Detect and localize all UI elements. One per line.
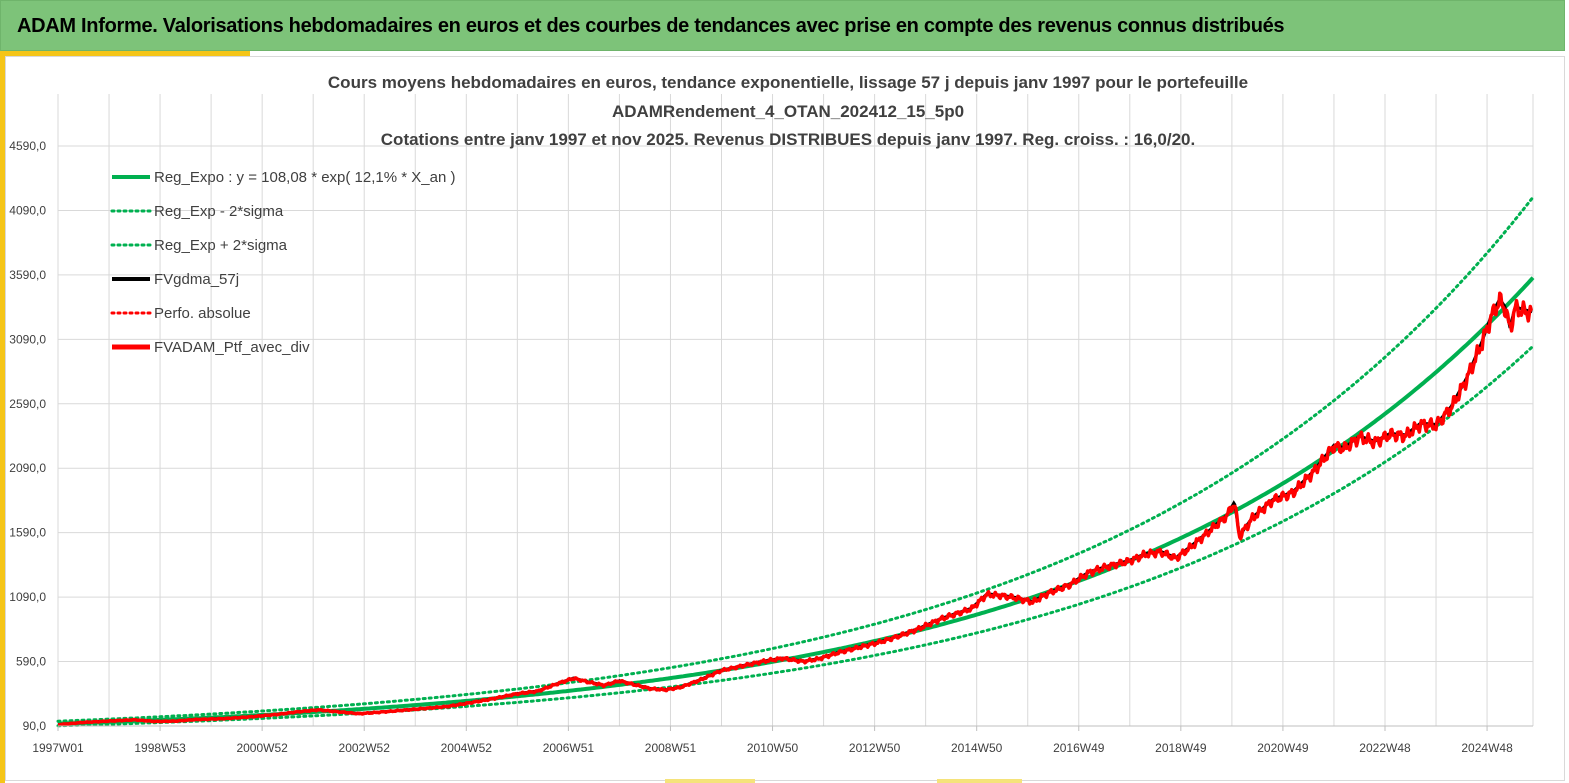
x-tick-label: 1998W53 [134, 741, 186, 755]
chart-title-line-1: Cours moyens hebdomadaires en euros, ten… [328, 73, 1248, 92]
chart-title: Cours moyens hebdomadaires en euros, ten… [328, 73, 1248, 149]
accent-bar-top [5, 51, 250, 56]
x-tick-label: 2002W52 [339, 741, 391, 755]
x-tick-label: 2008W51 [645, 741, 697, 755]
chart-title-line-3: Cotations entre janv 1997 et nov 2025. R… [381, 130, 1195, 149]
x-tick-label: 2010W50 [747, 741, 799, 755]
y-tick-label: 4590,0 [9, 139, 46, 153]
y-tick-label: 2590,0 [9, 397, 46, 411]
reg-minus-2sigma-line [56, 344, 1535, 728]
y-tick-label: 1590,0 [9, 526, 46, 540]
y-tick-label: 3090,0 [9, 332, 46, 346]
axes: 90,0 590,0 1090,0 1590,0 2090,0 2590,0 3090,0 3… [9, 139, 1533, 755]
reg-plus-2sigma-line [56, 195, 1535, 723]
series-layer [56, 195, 1535, 728]
header-banner: ADAM Informe. Valorisations hebdomadaire… [0, 0, 1565, 51]
x-tick-label: 2022W48 [1359, 741, 1411, 755]
legend-label: FVgdma_57j [154, 271, 239, 288]
y-tick-label: 4090,0 [9, 203, 46, 217]
legend-label: Reg_Expo : y = 108,08 * exp( 12,1% * X_a… [154, 169, 455, 186]
y-tick-label: 3590,0 [9, 268, 46, 282]
chart-frame [5, 56, 1565, 781]
page-title: ADAM Informe. Valorisations hebdomadaire… [17, 15, 1285, 37]
y-tick-label: 2090,0 [9, 461, 46, 475]
x-tick-label: 2014W50 [951, 741, 1003, 755]
x-tick-label: 2000W52 [236, 741, 288, 755]
portfolio-line [57, 291, 1534, 727]
y-tick-label: 90,0 [23, 719, 47, 733]
x-tick-label: 2020W49 [1257, 741, 1309, 755]
x-tick-label: 1997W01 [32, 741, 84, 755]
x-tick-label: 2004W52 [441, 741, 493, 755]
bottom-strip [665, 779, 755, 783]
legend-label: Reg_Exp + 2*sigma [154, 237, 288, 254]
x-tick-label: 2024W48 [1461, 741, 1513, 755]
grid-lines [57, 94, 1534, 727]
bottom-strip [937, 779, 1022, 783]
x-tick-label: 2006W51 [543, 741, 595, 755]
x-tick-label: 2012W50 [849, 741, 901, 755]
legend-label: Reg_Exp - 2*sigma [154, 203, 284, 220]
y-tick-label: 590,0 [16, 655, 46, 669]
y-tick-label: 1090,0 [9, 590, 46, 604]
legend: Reg_Expo : y = 108,08 * exp( 12,1% * X_a… [110, 169, 455, 356]
x-tick-label: 2018W49 [1155, 741, 1207, 755]
legend-label: FVADAM_Ptf_avec_div [154, 339, 310, 356]
accent-bar-left [0, 51, 5, 783]
legend-label: Perfo. absolue [154, 305, 251, 322]
x-tick-label: 2016W49 [1053, 741, 1105, 755]
chart-title-line-2: ADAMRendement_4_OTAN_202412_15_5p0 [612, 102, 964, 121]
